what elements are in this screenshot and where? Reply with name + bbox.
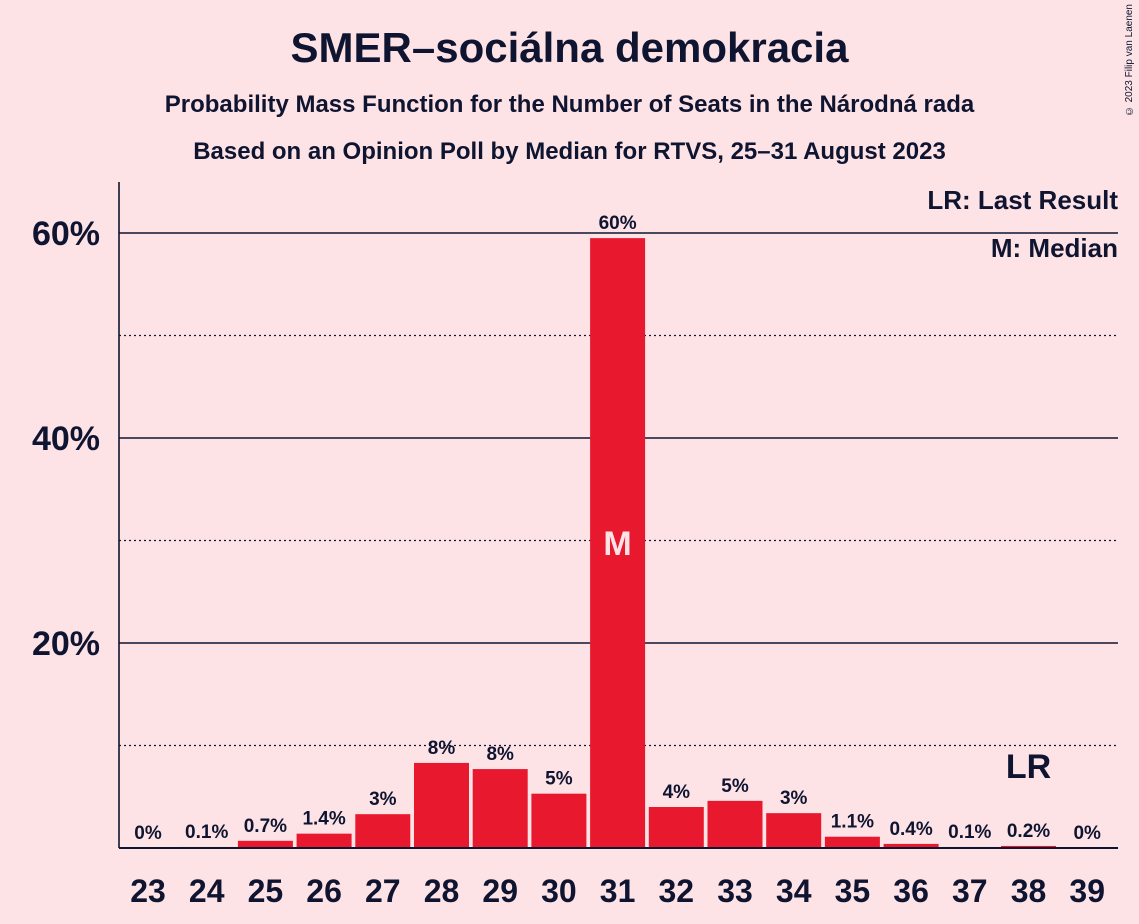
x-tick-label-23: 23 <box>130 873 166 909</box>
x-tick-label-24: 24 <box>189 873 225 909</box>
data-label-27: 3% <box>369 789 397 810</box>
x-tick-label-38: 38 <box>1011 873 1047 909</box>
legend-median: M: Median <box>991 233 1118 263</box>
x-tick-label-32: 32 <box>659 873 695 909</box>
chart-title: SMER–sociálna demokracia <box>290 24 849 71</box>
data-label-32: 4% <box>663 782 691 803</box>
x-tick-label-34: 34 <box>776 873 812 909</box>
axes <box>118 182 1118 849</box>
x-tick-label-36: 36 <box>893 873 929 909</box>
chart-source-note: Based on an Opinion Poll by Median for R… <box>193 138 946 165</box>
data-label-39: 0% <box>1073 823 1101 844</box>
x-tick-label-31: 31 <box>600 873 636 909</box>
data-label-25: 0.7% <box>244 816 287 837</box>
x-tick-label-28: 28 <box>424 873 460 909</box>
bar-31 <box>590 238 646 848</box>
legend-last-result: LR: Last Result <box>927 185 1118 215</box>
x-tick-label-30: 30 <box>541 873 577 909</box>
chart-subtitle: Probability Mass Function for the Number… <box>164 91 975 118</box>
data-label-26: 1.4% <box>302 809 345 830</box>
x-tick-label-37: 37 <box>952 873 988 909</box>
y-tick-label: 40% <box>32 420 100 458</box>
data-label-29: 8% <box>486 744 514 765</box>
data-label-23: 0% <box>134 823 162 844</box>
bar-38 <box>1001 845 1056 848</box>
x-tick-label-26: 26 <box>306 873 342 909</box>
data-label-31: 60% <box>599 213 637 234</box>
bars <box>179 238 1056 848</box>
data-label-37: 0.1% <box>948 822 991 843</box>
bar-26 <box>296 833 352 848</box>
bar-36 <box>883 843 939 848</box>
data-label-24: 0.1% <box>185 822 228 843</box>
bar-30 <box>531 793 587 848</box>
bar-35 <box>824 836 880 848</box>
bar-25 <box>237 840 293 848</box>
data-label-36: 0.4% <box>889 819 932 840</box>
last-result-marker: LR <box>1006 748 1051 786</box>
data-label-30: 5% <box>545 769 573 790</box>
data-label-35: 1.1% <box>831 812 874 833</box>
data-label-33: 5% <box>721 776 749 797</box>
data-label-28: 8% <box>428 738 456 759</box>
labels: 20% 40% 60% 0% 23 0.1% 24 0.7% 25 1.4% 26 3% 27 8% 28 8… <box>32 213 1105 909</box>
median-marker: M <box>603 525 631 563</box>
x-tick-label-25: 25 <box>248 873 284 909</box>
data-label-34: 3% <box>780 788 808 809</box>
bar-28 <box>414 762 469 848</box>
data-label-38: 0.2% <box>1007 821 1050 842</box>
x-tick-label-33: 33 <box>717 873 753 909</box>
bar-34 <box>766 813 822 848</box>
x-tick-label-39: 39 <box>1069 873 1105 909</box>
gridlines <box>119 232 1118 747</box>
bar-33 <box>707 800 763 848</box>
bar-29 <box>472 769 528 848</box>
y-tick-label: 60% <box>32 215 100 253</box>
y-tick-label: 20% <box>32 625 100 663</box>
bar-32 <box>648 807 704 848</box>
x-tick-label-29: 29 <box>482 873 518 909</box>
x-tick-label-27: 27 <box>365 873 401 909</box>
bar-27 <box>355 814 411 848</box>
x-tick-label-35: 35 <box>835 873 871 909</box>
